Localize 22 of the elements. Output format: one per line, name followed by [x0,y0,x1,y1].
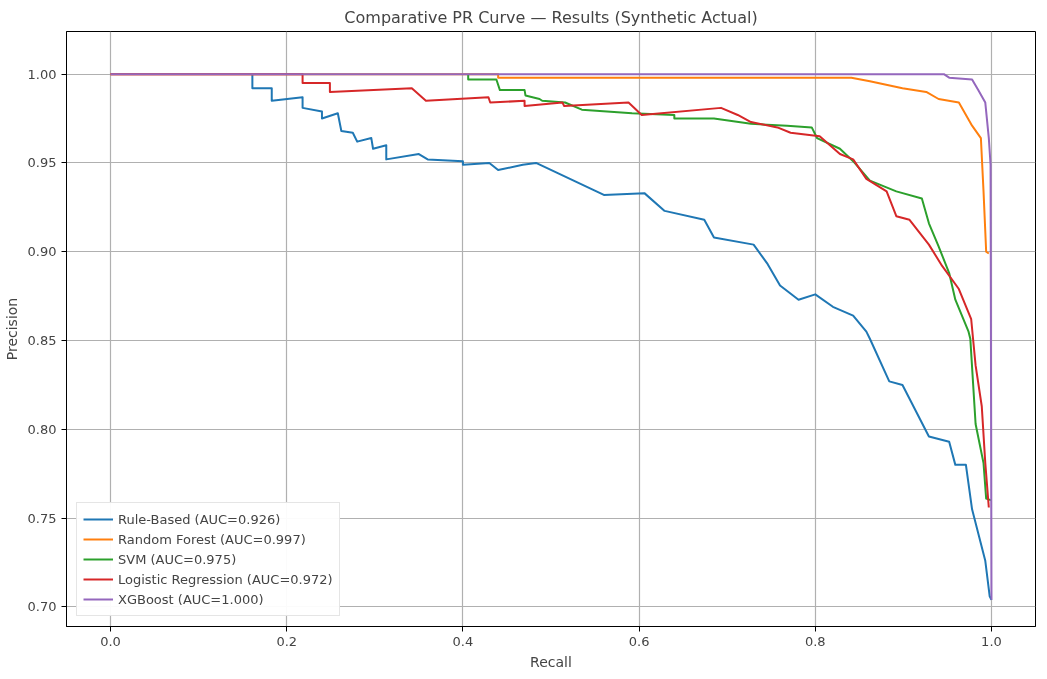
x-tick-label: 0.8 [804,633,826,649]
x-axis-title: Recall [530,653,572,670]
legend-label: Logistic Regression (AUC=0.972) [118,571,333,587]
y-tick-label: 0.75 [27,510,57,526]
x-tick-label: 0.0 [100,633,121,649]
legend-label: Random Forest (AUC=0.997) [118,531,306,547]
y-tick-label: 0.80 [27,421,57,437]
legend-label: Rule-Based (AUC=0.926) [118,511,281,527]
legend-label: SVM (AUC=0.975) [118,551,237,567]
x-tick-label: 1.0 [981,633,1002,649]
y-tick-label: 0.95 [27,155,57,171]
y-tick-label: 0.85 [27,333,57,349]
x-tick-label: 0.2 [276,633,298,649]
x-tick-label: 0.4 [452,633,474,649]
line-series [467,73,993,502]
y-tick-label: 0.70 [27,599,57,615]
x-tick-label: 0.6 [628,633,650,649]
y-tick-label: 1.00 [27,66,57,82]
legend-label: XGBoost (AUC=1.000) [118,591,264,607]
chart-title: Comparative PR Curve — Results (Synthetic Actual) [344,7,758,27]
y-axis-title: Precision [3,297,20,361]
y-tick-label: 0.90 [27,244,57,260]
